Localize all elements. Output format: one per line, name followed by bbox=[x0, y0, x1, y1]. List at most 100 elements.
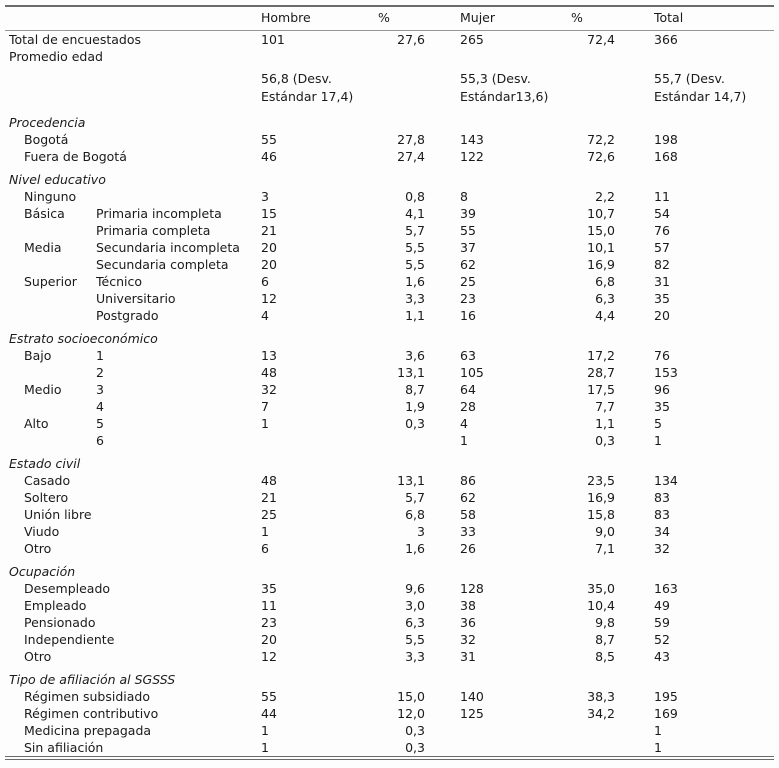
row-label-cell: Régimen subsidiado bbox=[5, 688, 255, 705]
cell-total bbox=[620, 449, 774, 472]
cell-hombre: 21 bbox=[261, 490, 277, 505]
row-label-cell: Viudo bbox=[5, 523, 255, 540]
row-label-cell: Tipo de afiliación al SGSSS bbox=[5, 665, 255, 688]
table-row: Universitario 12 3,3 23 6,3 35 bbox=[5, 290, 774, 307]
table-row: Casado 48 13,1 86 23,5 134 bbox=[5, 472, 774, 489]
cell-mujer: 58 bbox=[460, 507, 476, 522]
table-row: 6 1 0,3 1 bbox=[5, 432, 774, 449]
row-label-cell: Otro bbox=[5, 540, 255, 557]
table-row: Fuera de Bogotá 46 27,4 122 72,6 168 bbox=[5, 148, 774, 165]
cell-total bbox=[620, 557, 774, 580]
cell-mujer bbox=[430, 557, 563, 580]
cell-mujer: 62 bbox=[460, 490, 476, 505]
row-label-cell bbox=[5, 65, 255, 108]
cell-pct-mujer: 6,3 bbox=[595, 291, 615, 306]
row-group-label: Casado bbox=[24, 473, 71, 488]
cell-mujer: 26 bbox=[460, 541, 476, 556]
row-label-cell: 6 bbox=[5, 432, 255, 449]
column-header-blank bbox=[5, 6, 255, 31]
table-row: Medio 3 32 8,7 64 17,5 96 bbox=[5, 381, 774, 398]
row-group-label: Independiente bbox=[24, 632, 115, 647]
cell-pct-hombre: 13,1 bbox=[397, 365, 425, 380]
cell-pct-hombre bbox=[370, 432, 430, 449]
cell-pct-mujer bbox=[563, 449, 620, 472]
cell-mujer bbox=[430, 722, 563, 739]
cell-hombre: 6 bbox=[261, 274, 269, 289]
cell-pct-hombre: 13,1 bbox=[397, 473, 425, 488]
row-label-cell: Casado bbox=[5, 472, 255, 489]
column-header-total: Total bbox=[654, 10, 684, 25]
table-row: Sin afiliación 1 0,3 1 bbox=[5, 739, 774, 758]
row-label-cell: Primaria completa bbox=[5, 222, 255, 239]
cell-hombre: 12 bbox=[261, 291, 277, 306]
cell-hombre: 56,8 (Desv. Estándar 17,4) bbox=[261, 71, 354, 104]
table-row: 4 7 1,9 28 7,7 35 bbox=[5, 398, 774, 415]
row-sub-label: 5 bbox=[96, 416, 104, 431]
cell-pct-hombre: 3,3 bbox=[405, 291, 425, 306]
row-label-cell: Estrato socioeconómico bbox=[5, 324, 255, 347]
cell-mujer: 8 bbox=[460, 189, 468, 204]
column-header-pct-hombre: % bbox=[378, 10, 390, 25]
cell-total: 55,7 (Desv. Estándar 14,7) bbox=[654, 71, 747, 104]
row-group-label: Medicina prepagada bbox=[24, 723, 152, 738]
table-row: Alto 5 1 0,3 4 1,1 5 bbox=[5, 415, 774, 432]
cell-hombre: 1 bbox=[261, 416, 269, 431]
row-group-label: Sin afiliación bbox=[24, 740, 104, 755]
table-row: Empleado 11 3,0 38 10,4 49 bbox=[5, 597, 774, 614]
cell-hombre: 13 bbox=[261, 348, 277, 363]
cell-mujer: 23 bbox=[460, 291, 476, 306]
row-label-cell: Fuera de Bogotá bbox=[5, 148, 255, 165]
cell-hombre bbox=[255, 108, 370, 131]
cell-pct-hombre bbox=[370, 108, 430, 131]
cell-hombre bbox=[255, 665, 370, 688]
table-row: Ninguno 3 0,8 8 2,2 11 bbox=[5, 188, 774, 205]
cell-total bbox=[620, 48, 774, 65]
cell-pct-mujer: 34,2 bbox=[587, 706, 615, 721]
row-label-cell: Régimen contributivo bbox=[5, 705, 255, 722]
row-label-cell: Postgrado bbox=[5, 307, 255, 324]
table-row: Otro 12 3,3 31 8,5 43 bbox=[5, 648, 774, 665]
table-row: Primaria completa 21 5,7 55 15,0 76 bbox=[5, 222, 774, 239]
cell-pct-hombre: 1,6 bbox=[405, 541, 425, 556]
table-row: 2 48 13,1 105 28,7 153 bbox=[5, 364, 774, 381]
row-group-label: Otro bbox=[24, 541, 52, 556]
cell-pct-hombre bbox=[370, 324, 430, 347]
cell-pct-mujer: 15,8 bbox=[587, 507, 615, 522]
table-row: Estado civil bbox=[5, 449, 774, 472]
cell-hombre: 25 bbox=[261, 507, 277, 522]
cell-mujer bbox=[430, 165, 563, 188]
table-row: Viudo 1 3 33 9,0 34 bbox=[5, 523, 774, 540]
cell-total bbox=[620, 165, 774, 188]
cell-pct-mujer bbox=[563, 324, 620, 347]
cell-pct-hombre: 1,6 bbox=[405, 274, 425, 289]
cell-pct-hombre: 0,8 bbox=[405, 189, 425, 204]
cell-total: 1 bbox=[654, 433, 662, 448]
row-group-label: Régimen contributivo bbox=[24, 706, 159, 721]
cell-hombre: 12 bbox=[261, 649, 277, 664]
cell-pct-mujer: 8,5 bbox=[595, 649, 615, 664]
cell-hombre: 1 bbox=[261, 723, 269, 738]
cell-hombre: 48 bbox=[261, 473, 277, 488]
row-label-cell: Estado civil bbox=[5, 449, 255, 472]
row-label-cell: Promedio edad bbox=[5, 48, 255, 65]
cell-hombre: 21 bbox=[261, 223, 277, 238]
row-label-cell: Ninguno bbox=[5, 188, 255, 205]
cell-total: 195 bbox=[654, 689, 678, 704]
cell-mujer: 265 bbox=[460, 32, 484, 47]
cell-total: 49 bbox=[654, 598, 670, 613]
row-group-label: Tipo de afiliación al SGSSS bbox=[9, 672, 176, 687]
cell-pct-mujer bbox=[563, 665, 620, 688]
cell-hombre: 20 bbox=[261, 257, 277, 272]
row-label-cell: Bajo 1 bbox=[5, 347, 255, 364]
cell-hombre: 20 bbox=[261, 632, 277, 647]
cell-pct-mujer bbox=[563, 165, 620, 188]
cell-total: 83 bbox=[654, 490, 670, 505]
row-label-cell: Pensionado bbox=[5, 614, 255, 631]
cell-total: 198 bbox=[654, 132, 678, 147]
cell-hombre: 35 bbox=[261, 581, 277, 596]
cell-total: 34 bbox=[654, 524, 670, 539]
row-group-label: Desempleado bbox=[24, 581, 111, 596]
cell-pct-hombre: 8,7 bbox=[405, 382, 425, 397]
cell-hombre bbox=[255, 449, 370, 472]
cell-hombre: 46 bbox=[261, 149, 277, 164]
